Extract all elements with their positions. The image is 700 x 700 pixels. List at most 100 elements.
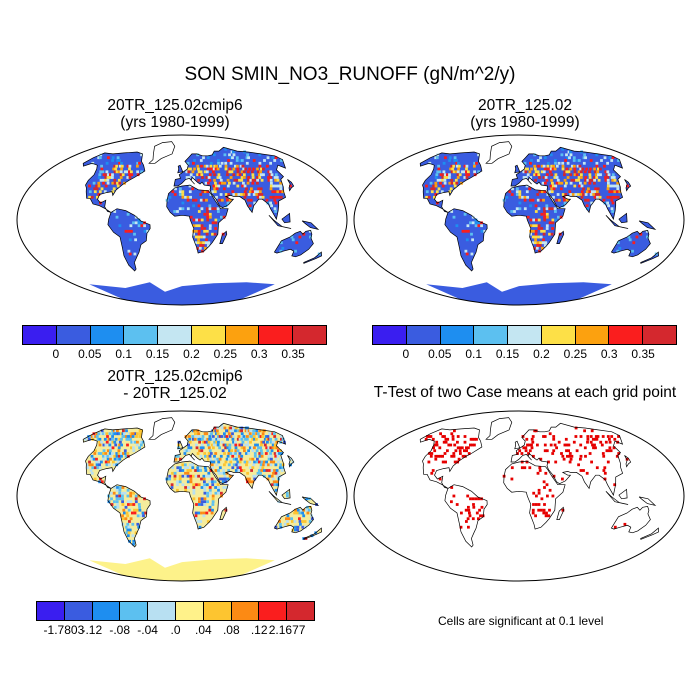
grid-cell bbox=[181, 483, 185, 487]
grid-cell bbox=[554, 218, 558, 222]
grid-cell bbox=[465, 167, 468, 171]
coastline-ng bbox=[638, 496, 657, 507]
grid-cell bbox=[271, 190, 275, 194]
grid-cell bbox=[205, 474, 208, 478]
grid-cell bbox=[111, 440, 115, 444]
grid-cell bbox=[176, 483, 179, 487]
grid-cell bbox=[114, 167, 118, 171]
grid-cell bbox=[266, 449, 270, 453]
grid-cell bbox=[198, 497, 201, 501]
grid-cell bbox=[309, 235, 312, 239]
grid-cell bbox=[529, 198, 532, 202]
grid-cell bbox=[607, 204, 610, 208]
grid-cell bbox=[178, 469, 182, 472]
grid-cell bbox=[221, 449, 225, 453]
grid-cell bbox=[119, 440, 122, 444]
grid-cell bbox=[236, 184, 240, 188]
grid-cell bbox=[604, 178, 608, 182]
grid-cell bbox=[198, 449, 202, 453]
grid-cell bbox=[181, 193, 185, 196]
colorbar-top-right bbox=[372, 325, 677, 345]
grid-cell bbox=[93, 187, 97, 191]
grid-cell bbox=[608, 156, 612, 160]
grid-cell bbox=[455, 503, 459, 506]
grid-cell bbox=[240, 469, 243, 472]
grid-cell bbox=[301, 520, 304, 523]
grid-cell bbox=[220, 161, 224, 165]
grid-cell bbox=[124, 435, 128, 438]
grid-cell bbox=[278, 190, 282, 194]
grid-cell bbox=[228, 449, 231, 453]
grid-cell bbox=[534, 204, 538, 208]
grid-cell bbox=[228, 429, 231, 433]
grid-cell bbox=[111, 432, 115, 436]
grid-cell bbox=[543, 212, 546, 216]
grid-cell bbox=[116, 432, 120, 436]
grid-cell bbox=[255, 429, 259, 433]
grid-cell bbox=[427, 435, 431, 438]
grid-cell bbox=[537, 224, 541, 228]
grid-cell bbox=[606, 184, 610, 188]
grid-cell bbox=[549, 443, 553, 447]
grid-cell bbox=[217, 471, 221, 475]
land-ng bbox=[639, 220, 656, 230]
coastline-ind bbox=[605, 215, 629, 229]
grid-cell bbox=[472, 505, 476, 509]
grid-cell bbox=[277, 184, 280, 188]
grid-cell bbox=[121, 497, 124, 501]
grid-cell bbox=[263, 437, 267, 441]
grid-cell bbox=[483, 229, 487, 233]
grid-cell bbox=[111, 173, 114, 177]
grid-cell bbox=[92, 435, 96, 438]
colorbar-labels-bottom-left: -1.7803 -.12 -.08 -.04.0.04.08.12 2.1677 bbox=[36, 623, 315, 639]
grid-cell bbox=[567, 443, 571, 447]
grid-cell bbox=[109, 440, 113, 444]
grid-cell bbox=[568, 190, 572, 194]
grid-cell bbox=[262, 173, 265, 177]
grid-cell bbox=[564, 437, 568, 441]
grid-cell bbox=[232, 443, 236, 447]
grid-cell bbox=[584, 193, 588, 196]
grid-cell bbox=[297, 508, 300, 512]
grid-cell bbox=[108, 452, 112, 455]
grid-cell bbox=[116, 159, 120, 162]
grid-cell bbox=[278, 522, 282, 526]
colorbar-swatch bbox=[56, 326, 91, 344]
grid-cell bbox=[594, 173, 598, 177]
grid-cell bbox=[203, 246, 207, 250]
grid-cell bbox=[575, 173, 579, 177]
grid-cell bbox=[203, 488, 207, 492]
grid-cell bbox=[266, 201, 270, 205]
grid-cell bbox=[543, 215, 546, 219]
grid-cell bbox=[232, 426, 235, 430]
colorbar-label: 0.35 bbox=[631, 347, 655, 361]
grid-cell bbox=[534, 232, 538, 236]
grid-cell bbox=[551, 494, 555, 498]
grid-cell bbox=[183, 449, 187, 453]
grid-cell bbox=[198, 218, 201, 222]
colorbar-swatch bbox=[508, 326, 542, 344]
grid-cell bbox=[251, 480, 255, 484]
coastline-bo bbox=[281, 212, 291, 224]
grid-cell bbox=[236, 173, 240, 177]
colorbar-label: 0.25 bbox=[563, 347, 588, 361]
grid-cell bbox=[214, 227, 217, 230]
grid-cell bbox=[213, 190, 217, 194]
grid-cell bbox=[237, 429, 240, 433]
grid-cell bbox=[580, 184, 584, 188]
grid-cell bbox=[213, 454, 216, 458]
colorbar-labels-top-left: 0 0.05 0.1 0.15 0.2 0.25 0.3 0.35 bbox=[22, 347, 327, 363]
grid-cell bbox=[565, 198, 569, 202]
grid-cell bbox=[113, 457, 117, 461]
grid-cell bbox=[214, 457, 217, 461]
grid-cell bbox=[123, 432, 126, 436]
grid-cell bbox=[255, 474, 258, 478]
grid-cell bbox=[112, 167, 116, 171]
grid-cell bbox=[540, 164, 544, 168]
grid-cell bbox=[217, 437, 220, 441]
grid-cell bbox=[545, 224, 549, 228]
grid-cell bbox=[457, 167, 460, 171]
grid-cell bbox=[207, 440, 211, 444]
grid-cell bbox=[603, 471, 607, 475]
grid-cell bbox=[275, 446, 279, 450]
